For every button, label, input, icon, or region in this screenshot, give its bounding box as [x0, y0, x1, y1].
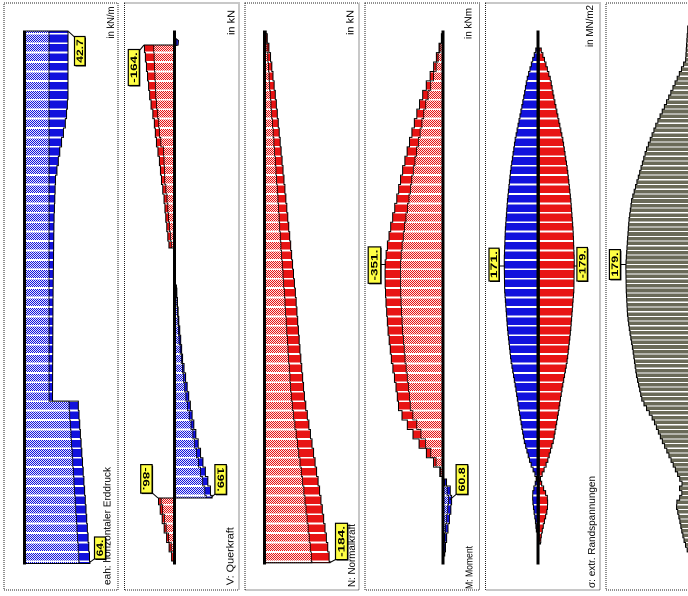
svg-text:in kN: in kN: [346, 10, 357, 35]
svg-text:-351.: -351.: [370, 250, 380, 281]
svg-text:64.: 64.: [95, 540, 105, 557]
svg-text:eah: horizontaler Erddruck: eah: horizontaler Erddruck: [103, 466, 114, 585]
svg-text:-86.: -86.: [141, 467, 151, 490]
svg-text:179.: 179.: [610, 252, 620, 276]
svg-text:σ: extr. Randspannungen: σ: extr. Randspannungen: [587, 476, 598, 588]
svg-text:in MN/m2: in MN/m2: [585, 5, 596, 47]
svg-text:-184.: -184.: [337, 526, 347, 557]
svg-text:in kN/m: in kN/m: [106, 7, 117, 39]
svg-text:171.: 171.: [489, 251, 499, 278]
svg-text:-164.: -164.: [129, 52, 139, 83]
svg-text:in kN: in kN: [227, 10, 238, 35]
svg-text:in kNm: in kNm: [464, 8, 475, 39]
svg-text:V: Querkraft: V: Querkraft: [226, 527, 237, 585]
svg-text:N: Normalkraft: N: Normalkraft: [347, 524, 358, 587]
svg-text:60.8: 60.8: [457, 467, 467, 491]
svg-text:M: Moment: M: Moment: [465, 546, 476, 589]
svg-text:-179.: -179.: [577, 250, 587, 278]
svg-text:42.7: 42.7: [75, 39, 85, 63]
svg-text:199.: 199.: [215, 467, 225, 491]
